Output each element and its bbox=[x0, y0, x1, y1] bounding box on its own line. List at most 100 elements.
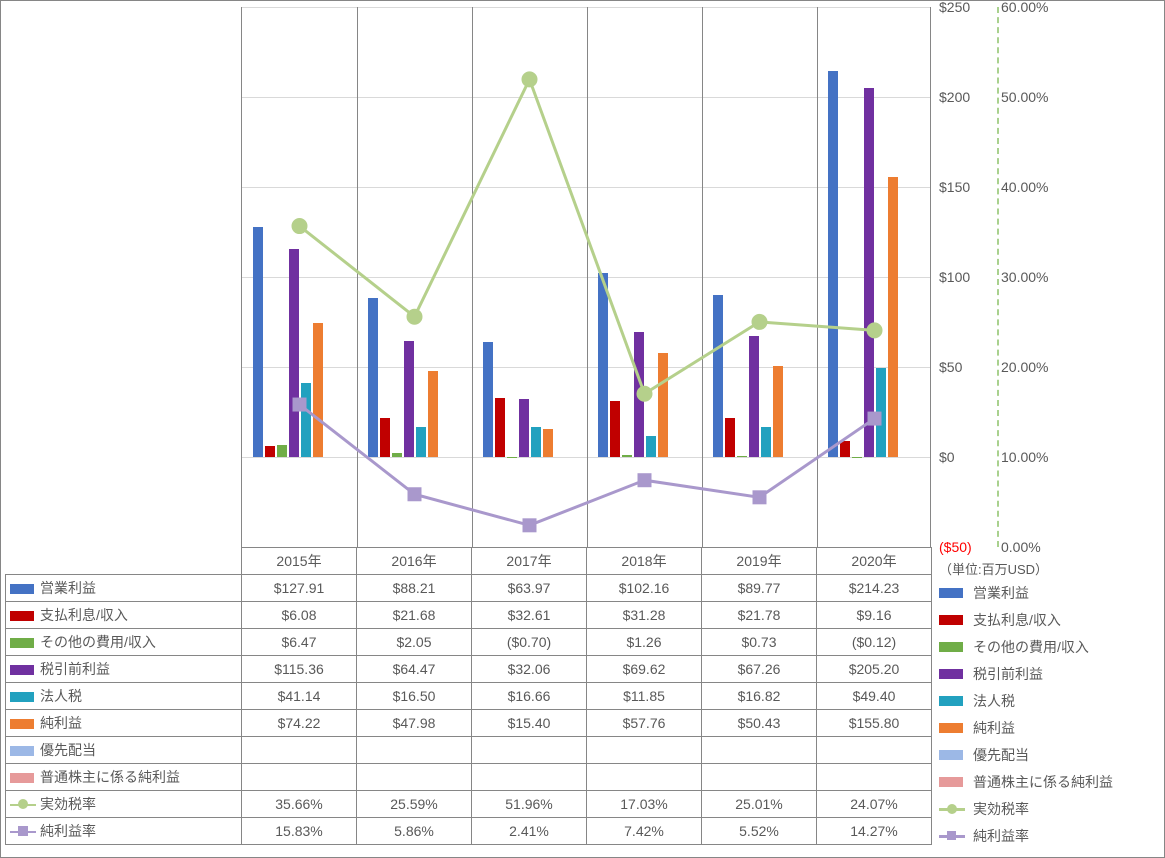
table-cell: 14.27% bbox=[817, 818, 932, 845]
table-row: 実効税率 35.66%25.59%51.96%17.03%25.01%24.07% bbox=[6, 791, 932, 818]
legend-item-pretax: 税引前利益 bbox=[939, 660, 1159, 687]
data-table: 2015年2016年2017年2018年2019年2020年営業利益$127.9… bbox=[5, 547, 932, 845]
right-legend: 営業利益支払利息/収入その他の費用/収入税引前利益法人税純利益優先配当普通株主に… bbox=[939, 579, 1159, 849]
row-label: 税引前利益 bbox=[40, 661, 110, 677]
year-header: 2019年 bbox=[702, 548, 817, 575]
table-cell: $21.68 bbox=[357, 602, 472, 629]
table-row: 税引前利益$115.36$64.47$32.06$69.62$67.26$205… bbox=[6, 656, 932, 683]
table-row: 営業利益$127.91$88.21$63.97$102.16$89.77$214… bbox=[6, 575, 932, 602]
table-cell: $63.97 bbox=[472, 575, 587, 602]
legend-label: 法人税 bbox=[973, 691, 1015, 711]
table-cell: 35.66% bbox=[242, 791, 357, 818]
table-cell: $41.14 bbox=[242, 683, 357, 710]
table-row: その他の費用/収入$6.47$2.05($0.70)$1.26$0.73($0.… bbox=[6, 629, 932, 656]
legend-label: その他の費用/収入 bbox=[973, 637, 1089, 657]
row-header-net_margin: 純利益率 bbox=[6, 818, 242, 845]
row-label: 実効税率 bbox=[40, 796, 96, 812]
y2-tick-label: 0.00% bbox=[1001, 539, 1061, 555]
table-cell: $15.40 bbox=[472, 710, 587, 737]
y1-tick-label: $100 bbox=[939, 269, 994, 285]
legend-label: 純利益 bbox=[973, 718, 1015, 738]
table-cell: $64.47 bbox=[357, 656, 472, 683]
table-cell: 51.96% bbox=[472, 791, 587, 818]
marker-eff_tax bbox=[523, 72, 537, 86]
row-label: 法人税 bbox=[40, 688, 82, 704]
row-label: 純利益 bbox=[40, 715, 82, 731]
table-header-row: 2015年2016年2017年2018年2019年2020年 bbox=[6, 548, 932, 575]
y2-tick-label: 40.00% bbox=[1001, 179, 1061, 195]
table-cell: 25.59% bbox=[357, 791, 472, 818]
table-cell: $16.66 bbox=[472, 683, 587, 710]
legend-key-icon bbox=[10, 584, 36, 594]
table-cell bbox=[702, 764, 817, 791]
table-row: 法人税 $41.14$16.50$16.66$11.85$16.82$49.40 bbox=[6, 683, 932, 710]
table-cell: $102.16 bbox=[587, 575, 702, 602]
table-cell: $49.40 bbox=[817, 683, 932, 710]
table-cell: $11.85 bbox=[587, 683, 702, 710]
legend-label: 実効税率 bbox=[973, 799, 1029, 819]
table-cell bbox=[587, 764, 702, 791]
row-header-pref_div: 優先配当 bbox=[6, 737, 242, 764]
table-cell: 5.86% bbox=[357, 818, 472, 845]
table-cell bbox=[587, 737, 702, 764]
table-cell: 15.83% bbox=[242, 818, 357, 845]
table-row: 支払利息/収入$6.08$21.68$32.61$31.28$21.78$9.1… bbox=[6, 602, 932, 629]
y1-tick-label: $50 bbox=[939, 359, 994, 375]
table-cell: ($0.70) bbox=[472, 629, 587, 656]
marker-eff_tax bbox=[868, 323, 882, 337]
row-label: 普通株主に係る純利益 bbox=[40, 769, 180, 785]
row-label: その他の費用/収入 bbox=[40, 634, 156, 650]
legend-key-icon bbox=[939, 721, 969, 735]
table-cell: $88.21 bbox=[357, 575, 472, 602]
table-cell: 17.03% bbox=[587, 791, 702, 818]
row-header-interest: 支払利息/収入 bbox=[6, 602, 242, 629]
table-cell: 2.41% bbox=[472, 818, 587, 845]
legend-item-op_income: 営業利益 bbox=[939, 579, 1159, 606]
legend-label: 支払利息/収入 bbox=[973, 610, 1061, 630]
table-cell: 24.07% bbox=[817, 791, 932, 818]
unit-label: （単位:百万USD） bbox=[939, 559, 1048, 578]
year-header: 2018年 bbox=[587, 548, 702, 575]
legend-key-icon bbox=[10, 611, 36, 621]
legend-key-icon bbox=[10, 719, 36, 729]
plot-area bbox=[241, 7, 931, 547]
marker-eff_tax bbox=[753, 315, 767, 329]
table-cell: $0.73 bbox=[702, 629, 817, 656]
table-cell: $89.77 bbox=[702, 575, 817, 602]
row-header-eff_tax: 実効税率 bbox=[6, 791, 242, 818]
y1-tick-label: ($50) bbox=[939, 539, 994, 555]
legend-label: 普通株主に係る純利益 bbox=[973, 772, 1113, 792]
marker-net_margin bbox=[639, 474, 651, 486]
row-header-tax: 法人税 bbox=[6, 683, 242, 710]
table-cell: $69.62 bbox=[587, 656, 702, 683]
y2-tick-label: 20.00% bbox=[1001, 359, 1061, 375]
legend-key-icon bbox=[10, 798, 36, 812]
legend-key-icon bbox=[10, 773, 36, 783]
marker-net_margin bbox=[869, 413, 881, 425]
y1-tick-label: $0 bbox=[939, 449, 994, 465]
marker-net_margin bbox=[524, 519, 536, 531]
legend-item-net_income: 純利益 bbox=[939, 714, 1159, 741]
table-corner bbox=[6, 548, 242, 575]
y1-axis-labels: ($50)$0$50$100$150$200$250 bbox=[939, 7, 994, 547]
y1-tick-label: $150 bbox=[939, 179, 994, 195]
y1-tick-label: $200 bbox=[939, 89, 994, 105]
table-cell: 25.01% bbox=[702, 791, 817, 818]
legend-label: 税引前利益 bbox=[973, 664, 1043, 684]
table-cell: $32.06 bbox=[472, 656, 587, 683]
table-cell: $32.61 bbox=[472, 602, 587, 629]
table-cell: $16.82 bbox=[702, 683, 817, 710]
marker-net_margin bbox=[294, 399, 306, 411]
table-cell: $16.50 bbox=[357, 683, 472, 710]
y2-tick-label: 50.00% bbox=[1001, 89, 1061, 105]
row-header-net_income: 純利益 bbox=[6, 710, 242, 737]
table-cell bbox=[817, 764, 932, 791]
secondary-axis-line bbox=[997, 7, 999, 547]
table-cell: $127.91 bbox=[242, 575, 357, 602]
table-cell: $21.78 bbox=[702, 602, 817, 629]
legend-item-tax: 法人税 bbox=[939, 687, 1159, 714]
line-net_margin bbox=[300, 405, 875, 526]
table-cell: $1.26 bbox=[587, 629, 702, 656]
table-cell: 7.42% bbox=[587, 818, 702, 845]
legend-item-pref_div: 優先配当 bbox=[939, 741, 1159, 768]
